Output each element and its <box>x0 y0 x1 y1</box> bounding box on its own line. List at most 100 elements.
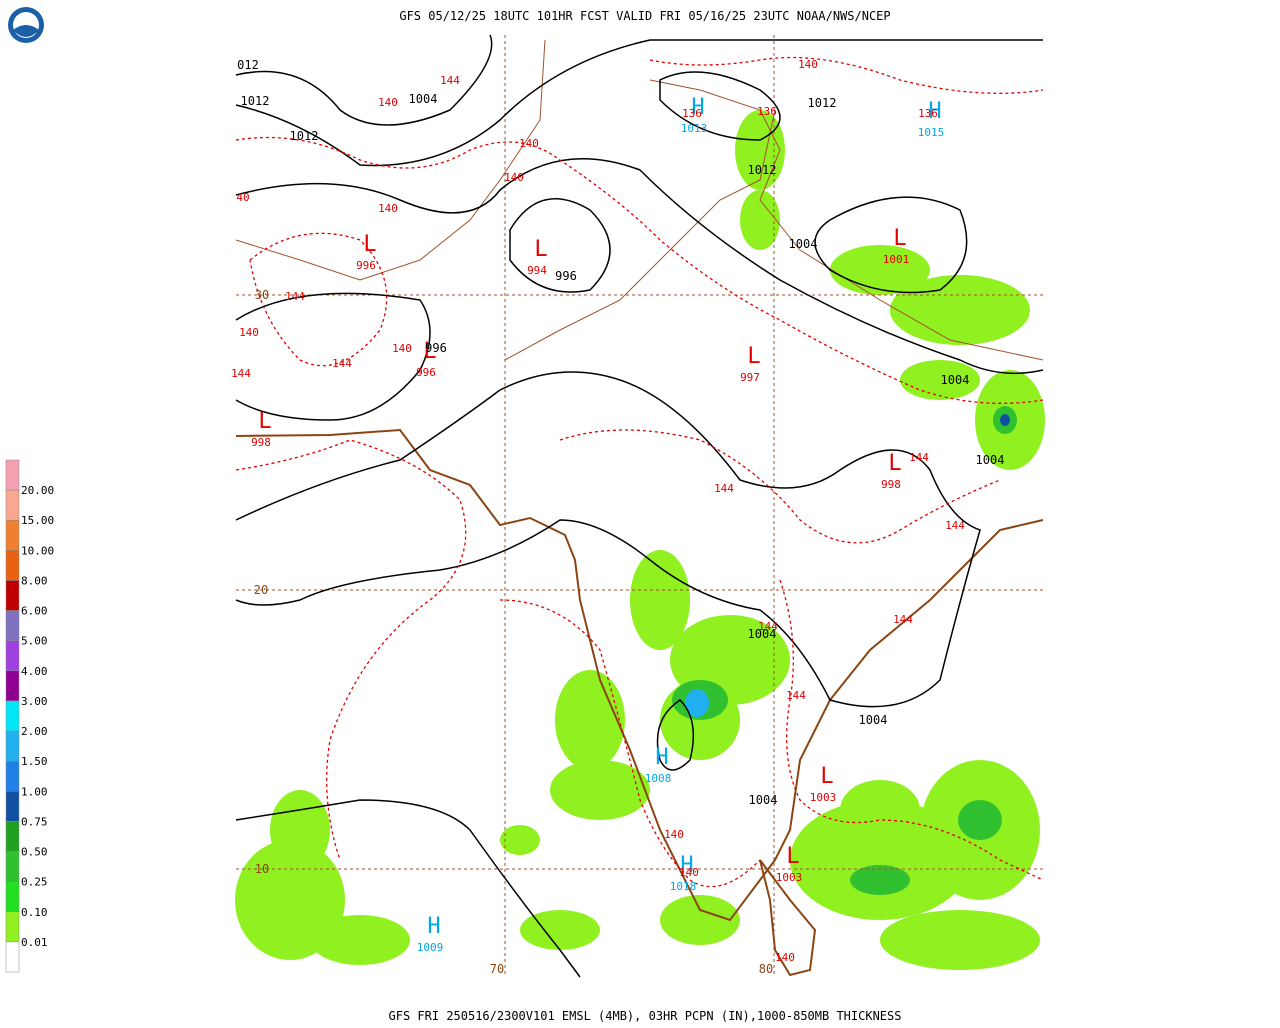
legend-swatch <box>5 821 20 852</box>
isobar-label: 1012 <box>290 129 319 143</box>
thickness-label: 40 <box>236 191 249 204</box>
isobar-label: 012 <box>237 58 259 72</box>
thickness-label: 140 <box>664 828 684 841</box>
legend-label: 10.00 <box>21 544 54 557</box>
isobar-label: 1004 <box>749 793 778 807</box>
precip-area <box>310 915 410 965</box>
thickness-label: 144 <box>332 357 352 370</box>
thickness-label: 144 <box>786 689 806 702</box>
legend-swatch <box>5 911 20 943</box>
precip-area <box>660 895 740 945</box>
isobar-label: 1004 <box>976 453 1005 467</box>
noaa-logo <box>8 7 44 43</box>
isobar-label: 1004 <box>859 713 888 727</box>
thickness-label: 140 <box>775 951 795 964</box>
legend-label: 6.00 <box>21 605 48 618</box>
center-letter: L <box>363 232 376 257</box>
legend-label: 0.75 <box>21 815 48 828</box>
center-value: 1008 <box>645 772 672 785</box>
thickness-label: 140 <box>392 342 412 355</box>
isobars <box>235 34 1044 978</box>
borders <box>235 39 1044 361</box>
legend-label: 0.50 <box>21 846 48 859</box>
center-value: 1018 <box>670 880 697 893</box>
longitude-label: 70 <box>490 962 504 976</box>
legend-label: 5.00 <box>21 635 48 648</box>
isobar-label: 1012 <box>748 163 777 177</box>
thickness-label: 140 <box>519 137 539 150</box>
thickness-label: 140 <box>504 171 524 184</box>
legend-swatch <box>5 941 20 973</box>
center-letter: H <box>928 99 941 124</box>
center-letter: L <box>423 339 436 364</box>
precip-area <box>880 910 1040 970</box>
longitude-label: 80 <box>759 962 773 976</box>
thickness-label: 144 <box>231 367 251 380</box>
precip-area <box>1000 414 1010 426</box>
center-letter: L <box>888 451 901 476</box>
legend-label: 1.00 <box>21 785 48 798</box>
thickness-label: 144 <box>893 613 913 626</box>
center-letter: H <box>427 914 440 939</box>
legend-swatch <box>5 640 20 672</box>
thickness-label: 140 <box>239 326 259 339</box>
precip-layer <box>235 110 1045 970</box>
precip-area <box>790 840 870 880</box>
center-value: 1001 <box>883 253 910 266</box>
legend-swatch <box>5 610 20 641</box>
precip-area <box>890 275 1030 345</box>
isobar-label: 1012 <box>808 96 837 110</box>
map-caption: GFS FRI 250516/2300V101 EMSL (4MB), 03HR… <box>389 1009 902 1023</box>
legend-swatch <box>5 791 20 822</box>
isobar-label: 1004 <box>941 373 970 387</box>
thickness-label: 144 <box>285 290 305 303</box>
legend-swatch <box>5 700 20 732</box>
legend-swatch <box>5 580 20 611</box>
center-value: 996 <box>356 259 376 272</box>
precip-area <box>555 670 625 770</box>
thickness-label: 144 <box>945 519 965 532</box>
latitude-label: 10 <box>255 862 269 876</box>
legend-label: 3.00 <box>21 695 48 708</box>
thickness-label: 144 <box>758 620 778 633</box>
map-title: GFS 05/12/25 18UTC 101HR FCST VALID FRI … <box>399 9 890 23</box>
legend-label: 15.00 <box>21 514 54 527</box>
center-letter: H <box>655 745 668 770</box>
thickness-label: 136 <box>918 107 938 120</box>
legend-label: 1.50 <box>21 755 48 768</box>
center-letter: L <box>893 226 906 251</box>
center-letter: L <box>820 764 833 789</box>
thickness-label: 144 <box>440 74 460 87</box>
center-letter: L <box>258 409 271 434</box>
isobar-label: 1004 <box>789 237 818 251</box>
legend-label: 2.00 <box>21 725 48 738</box>
precip-area <box>900 360 980 400</box>
legend-label: 0.25 <box>21 876 48 889</box>
center-letter: L <box>534 237 547 262</box>
center-value: 998 <box>881 478 901 491</box>
isobar-label: 1012 <box>241 94 270 108</box>
center-letter: H <box>691 95 704 120</box>
legend-swatch <box>5 881 20 913</box>
precip-area <box>550 760 650 820</box>
precip-area <box>685 689 709 717</box>
center-value: 1003 <box>810 791 837 804</box>
legend-label: 0.01 <box>21 936 48 949</box>
legend-swatch <box>5 851 20 882</box>
isobar-label: 996 <box>555 269 577 283</box>
latitude-label: 20 <box>254 583 268 597</box>
precip-area <box>840 780 920 840</box>
legend-swatch <box>5 550 20 581</box>
legend-label: 0.10 <box>21 906 48 919</box>
legend: 20.00 15.00 10.00 8.00 6.00 5.00 4.00 3.00 2.00 1… <box>5 459 54 973</box>
isobar-label: 996 <box>425 341 447 355</box>
precip-area <box>850 865 910 895</box>
center-letter: L <box>747 344 760 369</box>
legend-swatch <box>5 670 20 702</box>
legend-label: 4.00 <box>21 665 48 678</box>
center-letter: H <box>680 853 693 878</box>
precip-area <box>270 790 330 870</box>
center-value: 1015 <box>918 126 945 139</box>
thickness-label: 140 <box>798 58 818 71</box>
